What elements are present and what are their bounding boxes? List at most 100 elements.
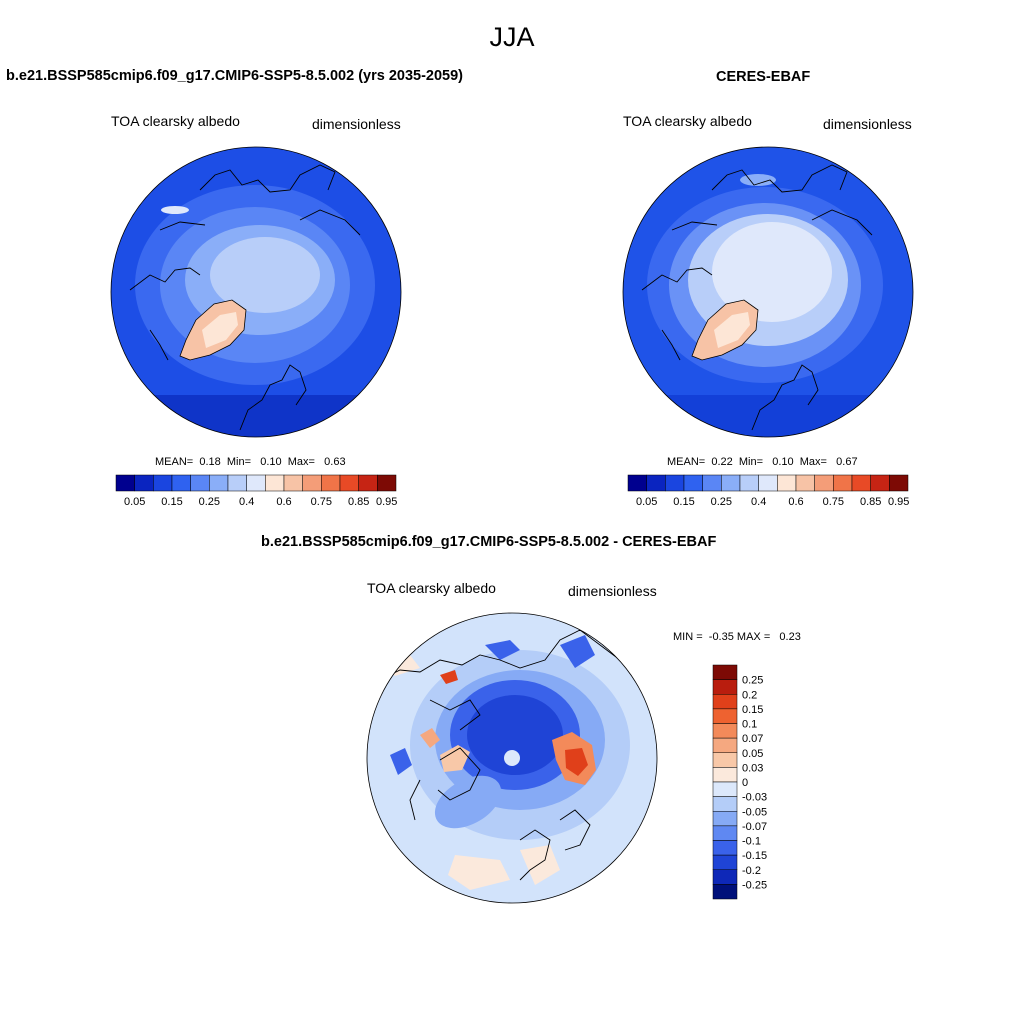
diff-colorbar-tick-label: -0.07 bbox=[742, 821, 767, 833]
left-colorbar-box bbox=[377, 474, 397, 492]
diff-map-positive-region bbox=[440, 745, 470, 772]
diff-max-label: MAX = bbox=[736, 631, 771, 643]
right-colorbar: 0.05 0.15 0.25 0.4 0.6 0.75 0.85 0.95 bbox=[627, 474, 909, 508]
right-colorbar-box bbox=[870, 474, 890, 492]
right-colorbar-box bbox=[721, 474, 741, 492]
left-mean-value: 0.18 bbox=[199, 456, 221, 468]
diff-colorbar-box bbox=[712, 679, 738, 695]
right-colorbar-box bbox=[702, 474, 722, 492]
diff-colorbar-box bbox=[712, 854, 738, 870]
diff-colorbar-tick-label: 0 bbox=[742, 777, 748, 789]
left-map-arctic-ice bbox=[210, 237, 320, 313]
right-colorbar-box bbox=[795, 474, 815, 492]
left-colorbar-tick-label: 0.75 bbox=[311, 496, 332, 508]
left-max-label: Max= bbox=[287, 456, 315, 468]
diff-colorbar-tick-label: 0.1 bbox=[742, 719, 757, 731]
left-colorbar-tick-label: 0.25 bbox=[199, 496, 220, 508]
diff-map-band bbox=[467, 695, 563, 775]
left-stats: MEAN= 0.18 Min= 0.10 Max= 0.63 bbox=[155, 456, 346, 468]
right-colorbar-tick-label: 0.15 bbox=[673, 496, 694, 508]
left-colorbar-box bbox=[358, 474, 378, 492]
right-colorbar-box bbox=[833, 474, 853, 492]
left-units-label: dimensionless bbox=[312, 116, 401, 132]
diff-colorbar-tick-label: -0.15 bbox=[742, 850, 767, 862]
left-polar-map bbox=[110, 146, 402, 438]
diff-colorbar-tick-label: 0.07 bbox=[742, 733, 763, 745]
right-colorbar-tick-label: 0.95 bbox=[888, 496, 909, 508]
left-colorbar-box bbox=[283, 474, 303, 492]
right-colorbar-box bbox=[851, 474, 871, 492]
right-max-label: Max= bbox=[799, 456, 827, 468]
right-colorbar-box bbox=[627, 474, 647, 492]
diff-colorbar-box bbox=[712, 825, 738, 841]
diff-colorbar-box bbox=[712, 796, 738, 812]
left-panel-title: b.e21.BSSP585cmip6.f09_g17.CMIP6-SSP5-8.… bbox=[6, 68, 464, 84]
diff-map-negative-region bbox=[485, 640, 520, 660]
left-map-southern-band bbox=[111, 395, 401, 437]
diff-colorbar-box bbox=[712, 723, 738, 739]
figure-season-title: JJA bbox=[489, 22, 535, 52]
left-colorbar-box bbox=[171, 474, 191, 492]
diff-colorbar-box bbox=[712, 664, 738, 680]
right-map-band bbox=[740, 174, 776, 186]
diff-colorbar-box bbox=[712, 884, 738, 900]
left-colorbar: 0.05 0.15 0.25 0.4 0.6 0.75 0.85 0.95 bbox=[115, 474, 397, 508]
diff-colorbar-box bbox=[712, 811, 738, 827]
diff-panel-title: b.e21.BSSP585cmip6.f09_g17.CMIP6-SSP5-8.… bbox=[261, 534, 717, 550]
right-colorbar-box bbox=[646, 474, 666, 492]
diff-colorbar-tick-label: -0.1 bbox=[742, 836, 761, 848]
left-colorbar-box bbox=[115, 474, 135, 492]
right-min-value: 0.10 bbox=[772, 456, 794, 468]
left-min-value: 0.10 bbox=[260, 456, 282, 468]
left-map-border bbox=[110, 146, 402, 438]
diff-polar-map bbox=[366, 612, 658, 904]
right-map-greenland bbox=[714, 312, 750, 348]
left-min-label: Min= bbox=[226, 456, 252, 468]
diff-min-value: -0.35 bbox=[708, 631, 734, 643]
left-colorbar-tick-label: 0.4 bbox=[239, 496, 254, 508]
diff-colorbar-box bbox=[712, 869, 738, 885]
right-panel-title: CERES-EBAF bbox=[716, 69, 811, 85]
right-map-coastline bbox=[641, 164, 873, 431]
right-colorbar-tick-label: 0.4 bbox=[751, 496, 766, 508]
left-colorbar-tick-label: 0.6 bbox=[276, 496, 291, 508]
diff-map-negative-region bbox=[560, 635, 595, 668]
diff-colorbar-tick-label: -0.05 bbox=[742, 806, 767, 818]
left-colorbar-box bbox=[153, 474, 173, 492]
left-colorbar-box bbox=[321, 474, 341, 492]
diff-colorbar-tick-label: -0.25 bbox=[742, 879, 767, 891]
diff-map-border bbox=[366, 612, 658, 904]
right-colorbar-box bbox=[777, 474, 797, 492]
diff-colorbar-tick-label: -0.03 bbox=[742, 792, 767, 804]
right-colorbar-tick-label: 0.75 bbox=[823, 496, 844, 508]
right-units-label: dimensionless bbox=[823, 116, 912, 132]
left-colorbar-box bbox=[227, 474, 247, 492]
right-colorbar-tick-label: 0.85 bbox=[860, 496, 881, 508]
right-max-value: 0.67 bbox=[836, 456, 858, 468]
diff-map-positive-region bbox=[420, 728, 440, 748]
diff-max-value: 0.23 bbox=[779, 631, 801, 643]
left-colorbar-tick-label: 0.15 bbox=[161, 496, 182, 508]
left-colorbar-box bbox=[302, 474, 322, 492]
right-colorbar-box bbox=[739, 474, 759, 492]
left-map-band bbox=[161, 206, 189, 214]
right-map-border bbox=[622, 146, 914, 438]
diff-map-positive-region bbox=[448, 855, 510, 890]
right-map-arctic-ice bbox=[712, 222, 832, 322]
diff-colorbar: 0.25 0.2 0.15 0.1 0.07 0.05 0.03 0 -0.03 -0.05 -0.… bbox=[712, 664, 767, 900]
diff-colorbar-tick-label: 0.03 bbox=[742, 762, 763, 774]
left-colorbar-box bbox=[246, 474, 266, 492]
left-colorbar-box bbox=[265, 474, 285, 492]
diff-colorbar-box bbox=[712, 694, 738, 710]
diff-colorbar-box bbox=[712, 737, 738, 753]
diff-map-positive-region bbox=[565, 748, 588, 776]
diff-colorbar-box bbox=[712, 708, 738, 724]
right-variable-label: TOA clearsky albedo bbox=[623, 113, 752, 129]
diff-map-pole bbox=[504, 750, 520, 766]
diff-map-greenland bbox=[434, 775, 502, 829]
diff-colorbar-box bbox=[712, 781, 738, 797]
left-colorbar-tick-label: 0.85 bbox=[348, 496, 369, 508]
diff-variable-label: TOA clearsky albedo bbox=[367, 580, 496, 596]
diff-map-negative-region bbox=[390, 748, 412, 775]
